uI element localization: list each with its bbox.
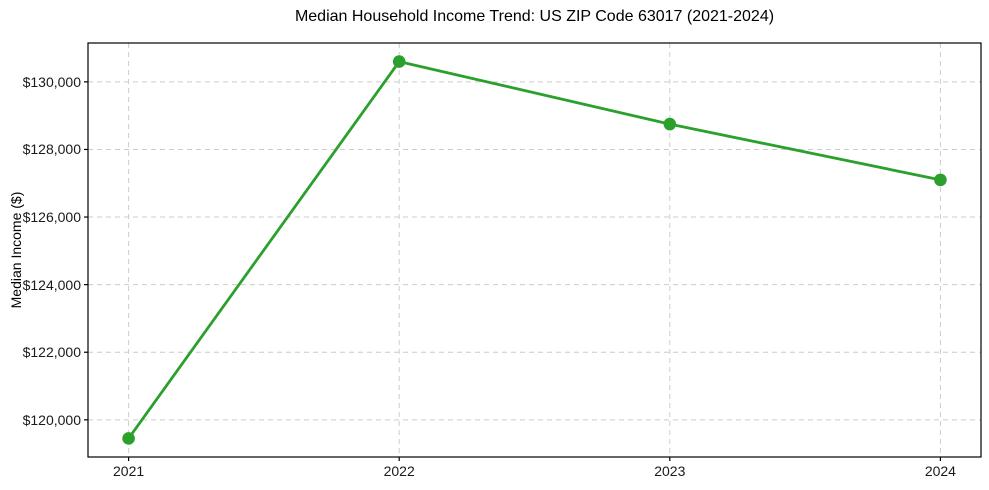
x-tick-label: 2022: [383, 463, 415, 479]
chart-title: Median Household Income Trend: US ZIP Co…: [294, 8, 775, 25]
x-tick-label: 2024: [924, 463, 956, 479]
x-tick-label: 2023: [654, 463, 686, 479]
y-tick-label: $120,000: [22, 411, 81, 428]
y-tick-label: $126,000: [22, 209, 81, 226]
x-tick-label: 2021: [113, 463, 145, 479]
y-tick-label: $124,000: [22, 276, 81, 293]
y-tick-label: $130,000: [22, 73, 81, 90]
y-tick-label: $122,000: [22, 344, 81, 361]
y-tick-label: $128,000: [22, 141, 81, 158]
